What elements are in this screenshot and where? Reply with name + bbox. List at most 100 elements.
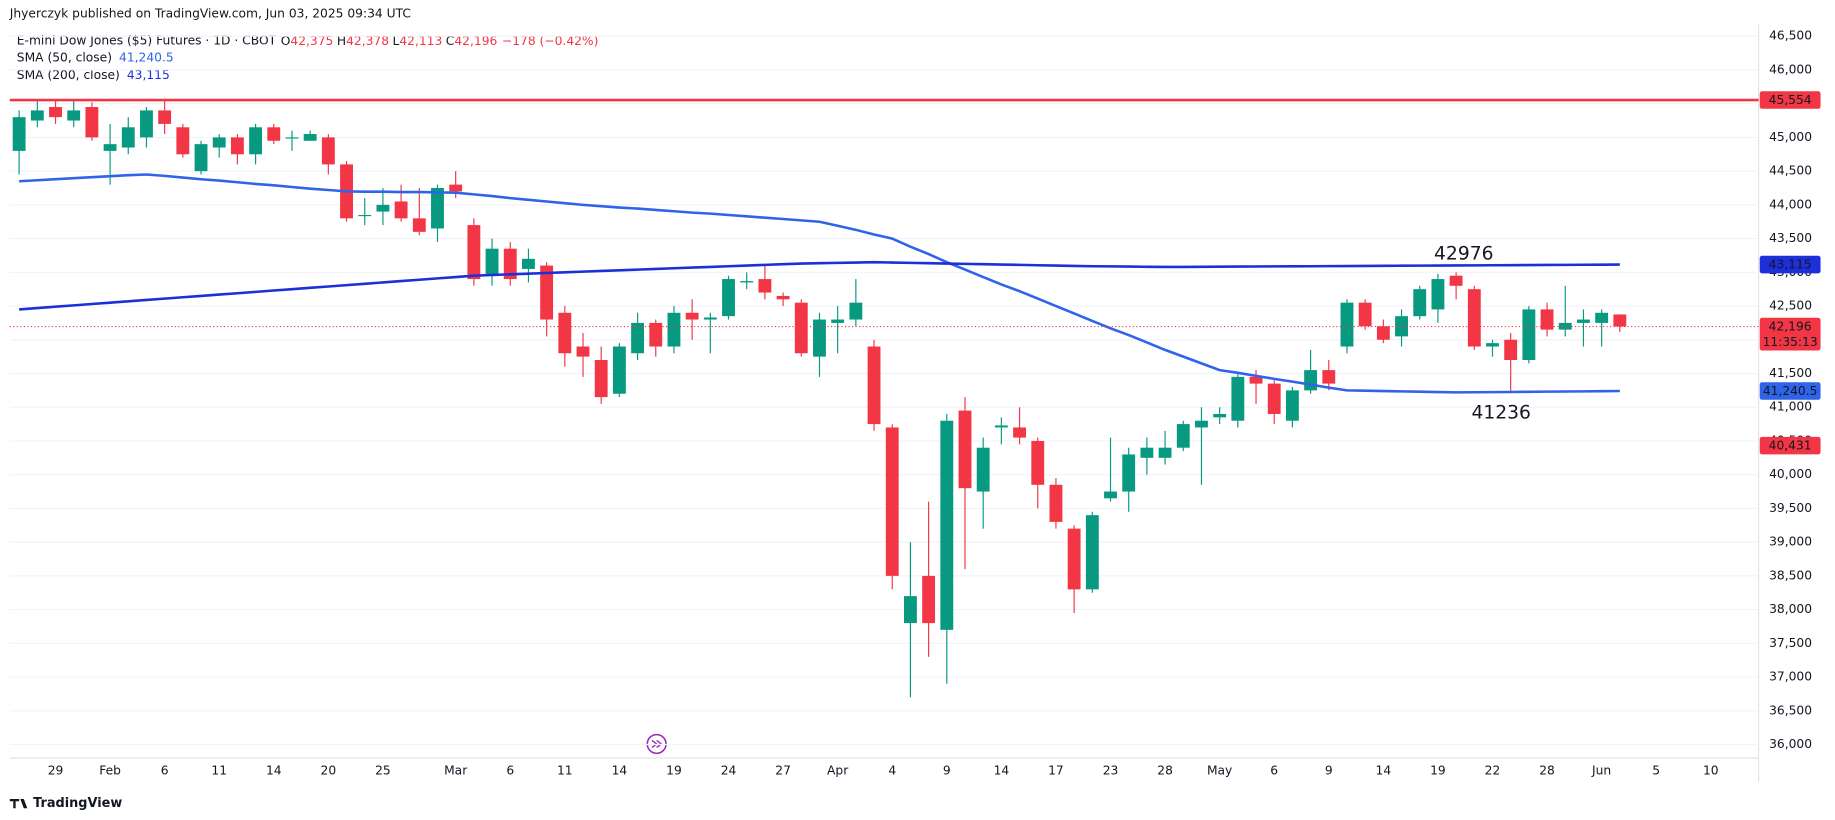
y-tick-label: 45,000 [1769,130,1812,144]
price-badge-label: 40,431 [1769,439,1812,453]
x-tick-label: 22 [1485,763,1501,777]
y-tick-label: 44,500 [1769,164,1812,178]
candle-body [449,184,463,192]
candle-body [285,137,299,139]
y-tick-label: 37,500 [1769,636,1812,650]
x-tick-label: 10 [1703,763,1719,777]
candle-body [685,312,699,320]
candle-body [1213,413,1227,418]
candle-body [903,596,917,624]
ohlc-value: 42,375 [290,33,333,47]
candle-body [1067,528,1081,590]
sma-line [19,260,1620,311]
candle-body [1449,275,1463,286]
candle-body [1176,424,1190,448]
candle-body [1522,309,1536,361]
candle-body [722,279,735,317]
candle-body [412,218,426,232]
candle-body [12,117,26,151]
x-tick-label: 5 [1652,763,1660,777]
y-tick-label: 46,000 [1769,62,1812,76]
sma-line [19,173,1620,394]
legend-ohlc: O42,375 H42,378 L42,113 C42,196 −178 (−0.42%… [281,33,599,47]
candle-body [1467,289,1481,347]
x-tick-label: 4 [888,763,896,777]
candle-body [885,427,899,576]
candle-body [176,127,190,155]
candle-body [249,127,263,155]
candle-body [121,127,135,148]
candle-body [103,144,117,151]
candle-body [849,302,863,320]
price-badge [1759,91,1821,109]
candle-body [1031,440,1045,485]
candle-body [1285,390,1299,421]
y-tick-label: 37,000 [1769,670,1812,684]
candle-body [758,279,772,293]
price-badge-label: 43,115 [1769,258,1812,272]
y-tick-label: 42,500 [1769,299,1812,313]
price-badge-label: 45,554 [1769,93,1812,107]
candle-body [67,110,81,121]
candle-body [1304,370,1318,391]
x-tick-label: 27 [775,763,791,777]
candle-body [940,420,954,630]
x-tick-label: 25 [375,763,391,777]
candle-body [976,447,990,492]
candle-body [867,346,881,425]
candle-body [230,137,244,155]
candle-body [794,302,808,354]
candle-body [1158,447,1172,458]
ohlc-key: L [393,33,400,47]
candle-body [1104,491,1117,499]
legend-value: 43,115 [127,67,170,81]
price-badge [1759,382,1821,400]
candle-body [958,410,972,489]
candle-body [321,137,335,165]
x-tick-label: 24 [721,763,737,777]
x-tick-label: Feb [99,763,121,777]
candle-body [1577,319,1590,323]
price-badge-label: 42,196 [1769,320,1812,334]
candle-body [1049,484,1063,522]
candle-body [358,214,372,217]
y-tick-label: 40,000 [1769,467,1812,481]
candle-body [267,127,281,141]
candle-body [485,248,499,276]
legend-name: SMA (50, close) [17,50,112,64]
candle-body [1431,279,1445,310]
candle-body [1249,376,1263,384]
candle-body [522,258,535,269]
y-tick-label: 39,000 [1769,535,1812,549]
candle-body [1122,454,1136,492]
candle-body [376,204,390,212]
x-tick-label: 14 [994,763,1010,777]
candle-body [813,319,826,357]
legend-entry: SMA (50, close) 41,240.5 [17,50,174,64]
x-tick-label: 9 [1325,763,1333,777]
candle-body [30,110,44,121]
price-badge-countdown: 11:35:13 [1763,335,1818,349]
x-tick-label: 17 [1048,763,1064,777]
candle-body [85,107,99,138]
y-tick-label: 38,500 [1769,568,1812,582]
candle-body [776,295,790,300]
x-tick-label: Apr [827,763,849,777]
ohlc-change: −178 (−0.42%) [502,33,598,47]
price-badge [1759,317,1821,351]
candle-body [612,346,626,394]
candle-body [49,107,62,118]
ohlc-value: 42,113 [399,33,442,47]
candle-body [1231,376,1245,421]
chart-title: E-mini Dow Jones ($5) Futures · 1D · CBO… [17,33,277,47]
x-tick-label: 9 [943,763,951,777]
legend-name: SMA (200, close) [17,67,120,81]
ohlc-value: 42,196 [454,33,497,47]
candle-body [303,134,317,141]
candle-body [1358,302,1372,327]
candle-body [1140,447,1154,458]
x-tick-label: 28 [1157,763,1173,777]
y-tick-label: 41,500 [1769,366,1812,380]
candle-body [1540,309,1554,330]
